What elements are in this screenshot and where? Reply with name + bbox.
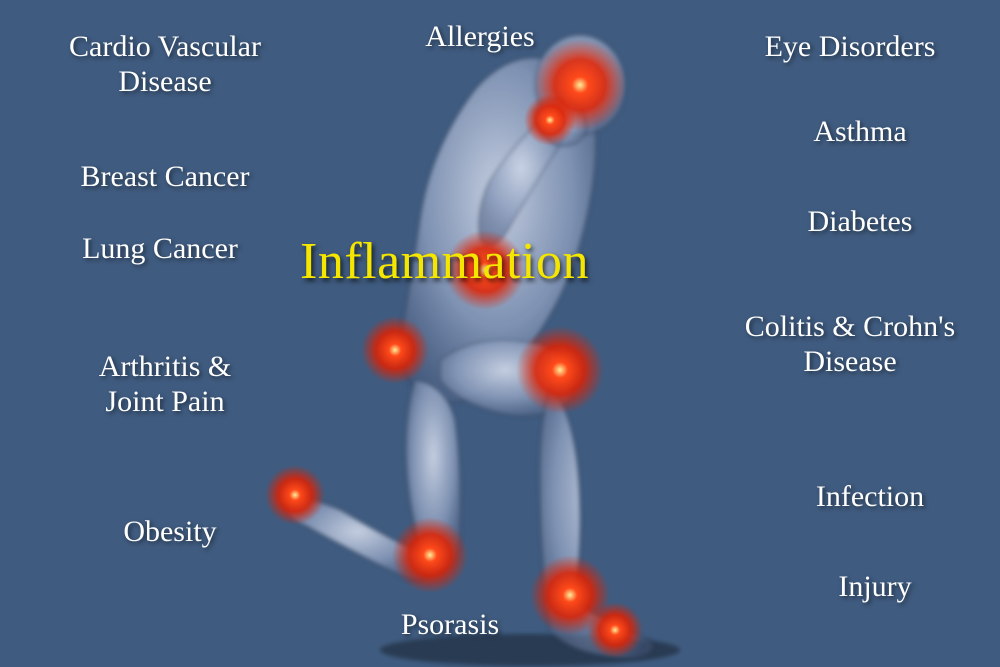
condition-label-colitis: Colitis & Crohn's Disease	[700, 310, 1000, 379]
central-title: Inflammation	[300, 232, 589, 291]
condition-label-cardio: Cardio Vascular Disease	[30, 30, 300, 99]
condition-label-allergies: Allergies	[380, 20, 580, 55]
hotspot-right-elbow	[361, 316, 429, 384]
hotspot-right-knee	[516, 326, 604, 414]
condition-label-arthritis: Arthritis & Joint Pain	[50, 350, 280, 419]
infographic-canvas: Inflammation Cardio Vascular Disease Brea…	[0, 0, 1000, 667]
condition-label-infection: Infection	[770, 480, 970, 515]
hotspot-left-knee	[392, 517, 468, 593]
hotspot-right-foot	[587, 602, 643, 658]
condition-label-asthma: Asthma	[760, 115, 960, 150]
condition-label-lung: Lung Cancer	[35, 232, 285, 267]
hotspot-hand	[524, 94, 576, 146]
figure-human-inflammation	[250, 0, 720, 667]
hotspot-left-heel	[265, 465, 325, 525]
condition-label-obesity: Obesity	[80, 515, 260, 550]
condition-label-diabetes: Diabetes	[755, 205, 965, 240]
condition-label-eye: Eye Disorders	[715, 30, 985, 65]
condition-label-injury: Injury	[790, 570, 960, 605]
condition-label-psoriasis: Psorasis	[350, 608, 550, 643]
condition-label-breast: Breast Cancer	[35, 160, 295, 195]
